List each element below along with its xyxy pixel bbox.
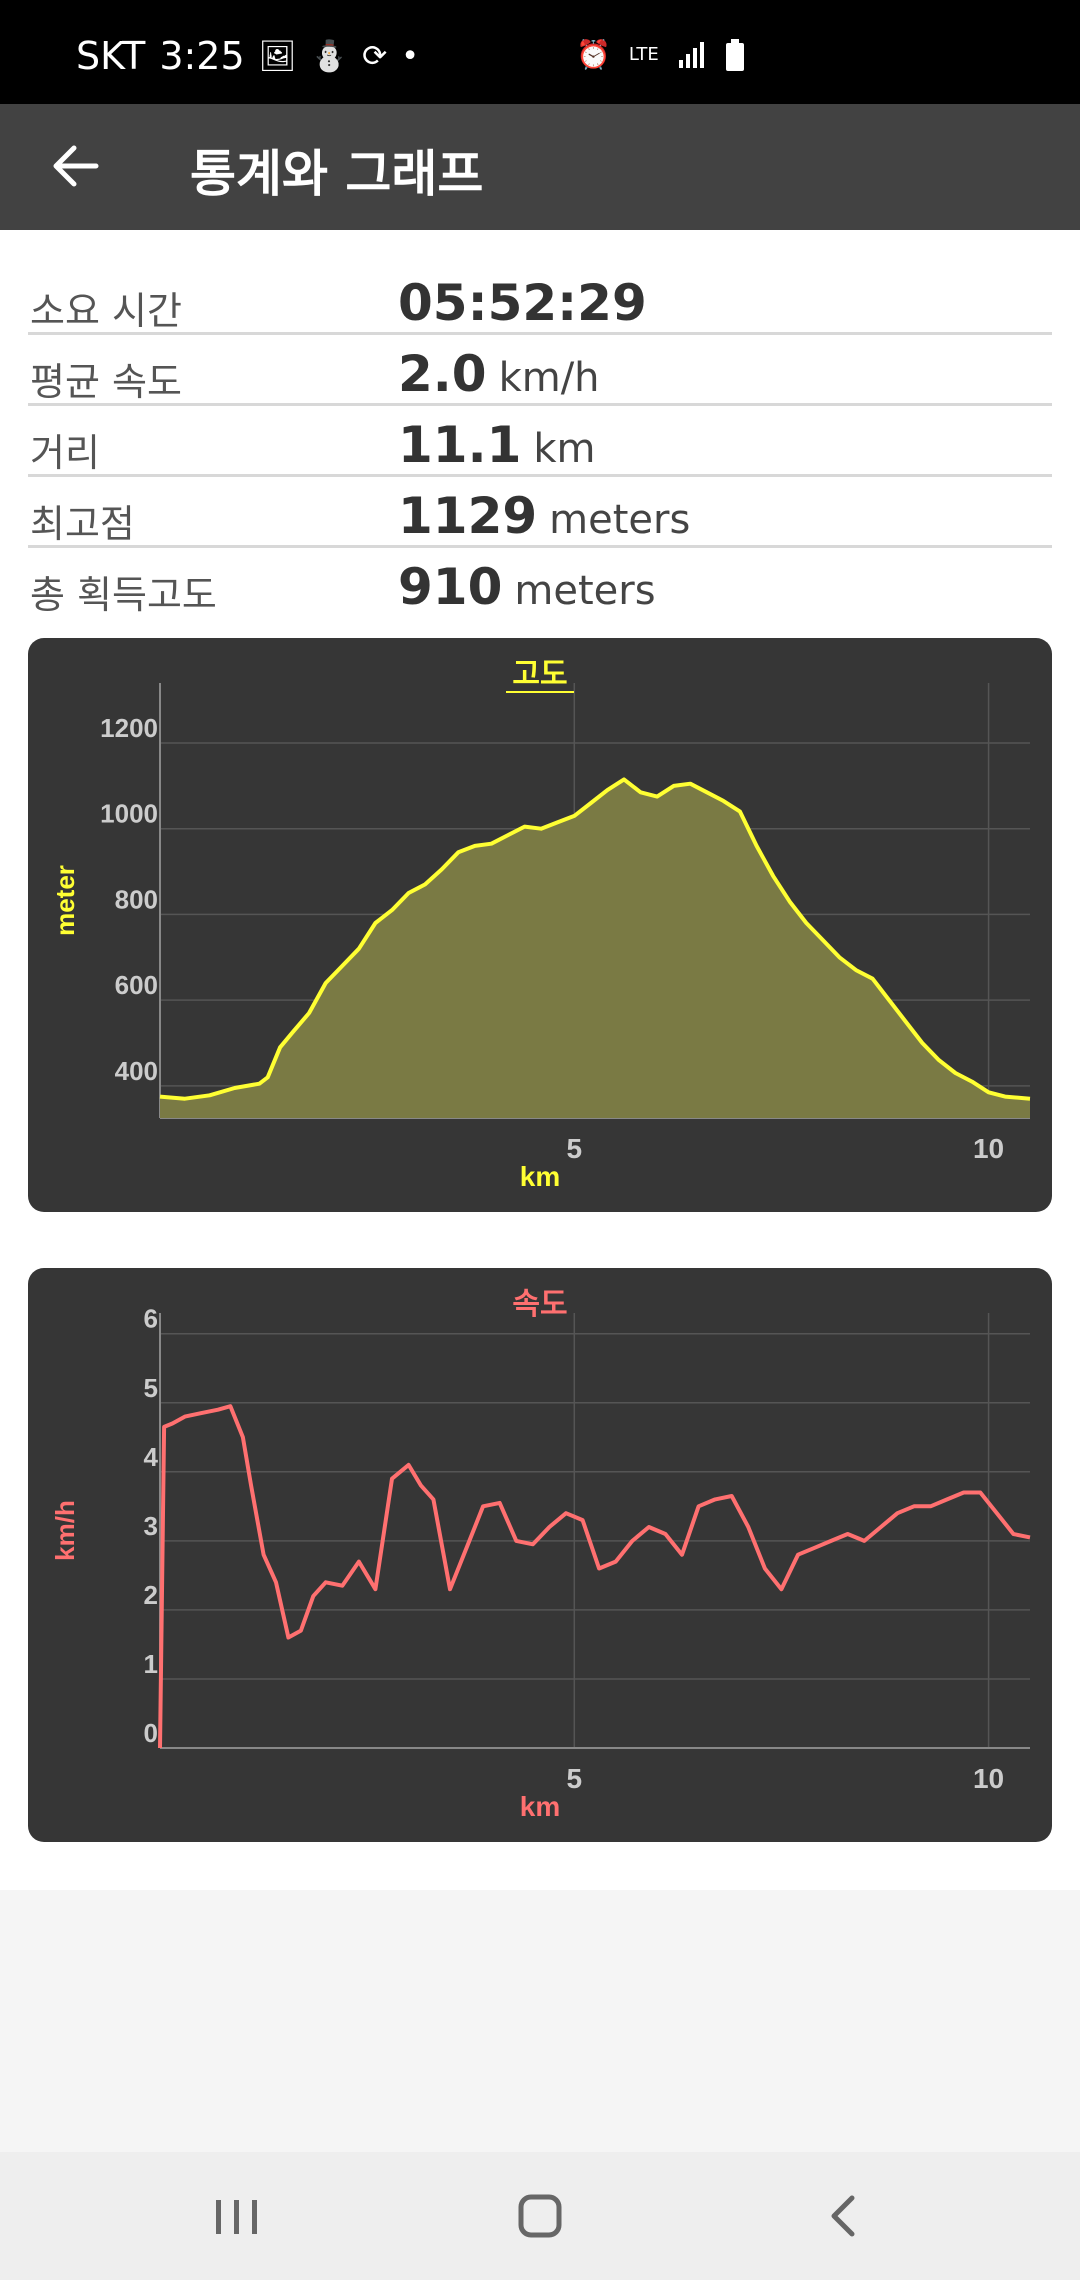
stat-row-distance: 거리 11.1 km: [28, 406, 1052, 477]
stat-value: 2.0 km/h: [398, 345, 600, 403]
signal-icon: [678, 41, 704, 68]
page-title: 통계와 그래프: [190, 145, 484, 203]
status-right: ⏰ LTE: [576, 38, 745, 71]
lte-icon: LTE: [628, 43, 659, 65]
stat-value: 05:52:29: [398, 274, 659, 332]
stat-value: 11.1 km: [398, 416, 596, 474]
stat-number: 05:52:29: [398, 274, 647, 332]
dot-icon: •: [401, 38, 419, 74]
stat-number: 910: [398, 558, 503, 616]
recent-apps-icon[interactable]: [202, 2186, 272, 2246]
alarm-icon: ⏰: [576, 38, 611, 71]
stat-unit: km/h: [498, 355, 600, 401]
arrow-left-icon[interactable]: [48, 136, 108, 196]
app-bar: 통계와 그래프: [0, 104, 1080, 230]
carrier-label: SKT: [76, 34, 146, 78]
stat-label: 거리: [30, 431, 100, 475]
stats-content: 소요 시간 05:52:29 평균 속도 2.0 km/h 거리 11.1 km 최…: [0, 230, 1080, 1890]
altitude-chart-card: 400 600 800 1000 1200 5 10 고도 km meter: [28, 638, 1052, 1212]
stat-row-duration: 소요 시간 05:52:29: [28, 264, 1052, 335]
chart-title: 고도: [512, 657, 567, 692]
stat-row-avg-speed: 평균 속도 2.0 km/h: [28, 335, 1052, 406]
chart-title: 속도: [512, 1287, 567, 1322]
x-tick-label: 5: [566, 1763, 582, 1794]
x-axis-label: km: [520, 1791, 560, 1822]
y-tick-label: 800: [115, 884, 158, 914]
status-bar: SKT 3:25 🖼 ⛄ ⟳ • ⏰ LTE: [0, 0, 1080, 104]
altitude-chart: 400 600 800 1000 1200 5 10 고도 km meter: [50, 657, 1031, 1192]
notification-icon: ⛄: [310, 38, 349, 74]
stat-unit: meters: [549, 497, 691, 543]
stat-row-highest-point: 최고점 1129 meters: [28, 477, 1052, 548]
stat-unit: meters: [514, 568, 656, 614]
y-tick-label: 3: [144, 1511, 158, 1541]
y-tick-label: 2: [144, 1580, 158, 1610]
stat-value: 910 meters: [398, 558, 656, 616]
y-tick-label: 1000: [100, 799, 158, 829]
home-icon[interactable]: [505, 2186, 575, 2246]
stat-label: 평균 속도: [30, 360, 182, 404]
image-icon: 🖼: [258, 38, 297, 74]
battery-icon: [725, 38, 744, 71]
x-tick-label: 10: [973, 1133, 1004, 1164]
x-tick-label: 5: [566, 1133, 582, 1164]
speed-chart: 0 1 2 3 4 5 6 5 10 속도 km km/h: [50, 1287, 1031, 1822]
y-tick-label: 5: [144, 1373, 158, 1403]
stat-number: 11.1: [398, 416, 522, 474]
navigation-bar: [0, 2152, 1080, 2280]
y-axis-label: km/h: [50, 1500, 80, 1561]
sync-icon: ⟳: [362, 38, 388, 74]
x-tick-label: 10: [973, 1763, 1004, 1794]
stat-label: 총 획득고도: [30, 573, 217, 617]
stat-label: 최고점: [30, 502, 135, 546]
stat-value: 1129 meters: [398, 487, 690, 545]
x-axis-label: km: [520, 1161, 560, 1192]
y-tick-label: 400: [115, 1056, 158, 1086]
y-tick-label: 1200: [100, 713, 158, 743]
back-icon[interactable]: [808, 2186, 878, 2246]
speed-line: [158, 1404, 1031, 1749]
status-left: SKT 3:25 🖼 ⛄ ⟳ •: [76, 34, 419, 78]
altitude-line: [159, 777, 1031, 1101]
altitude-area-fill: [160, 779, 1030, 1118]
stat-number: 2.0: [398, 345, 487, 403]
y-tick-label: 0: [144, 1718, 158, 1748]
y-tick-label: 4: [144, 1442, 159, 1472]
speed-chart-card: 0 1 2 3 4 5 6 5 10 속도 km km/h: [28, 1268, 1052, 1842]
y-axis-label: meter: [50, 865, 80, 936]
network-label: LTE: [628, 43, 659, 65]
stat-unit: km: [533, 426, 596, 472]
stat-row-total-ascent: 총 획득고도 910 meters: [28, 548, 1052, 617]
y-tick-label: 600: [115, 970, 158, 1000]
status-time: 3:25: [159, 34, 245, 78]
stat-label: 소요 시간: [30, 289, 182, 333]
y-tick-label: 6: [144, 1304, 158, 1334]
y-tick-label: 1: [144, 1649, 158, 1679]
stat-number: 1129: [398, 487, 538, 545]
